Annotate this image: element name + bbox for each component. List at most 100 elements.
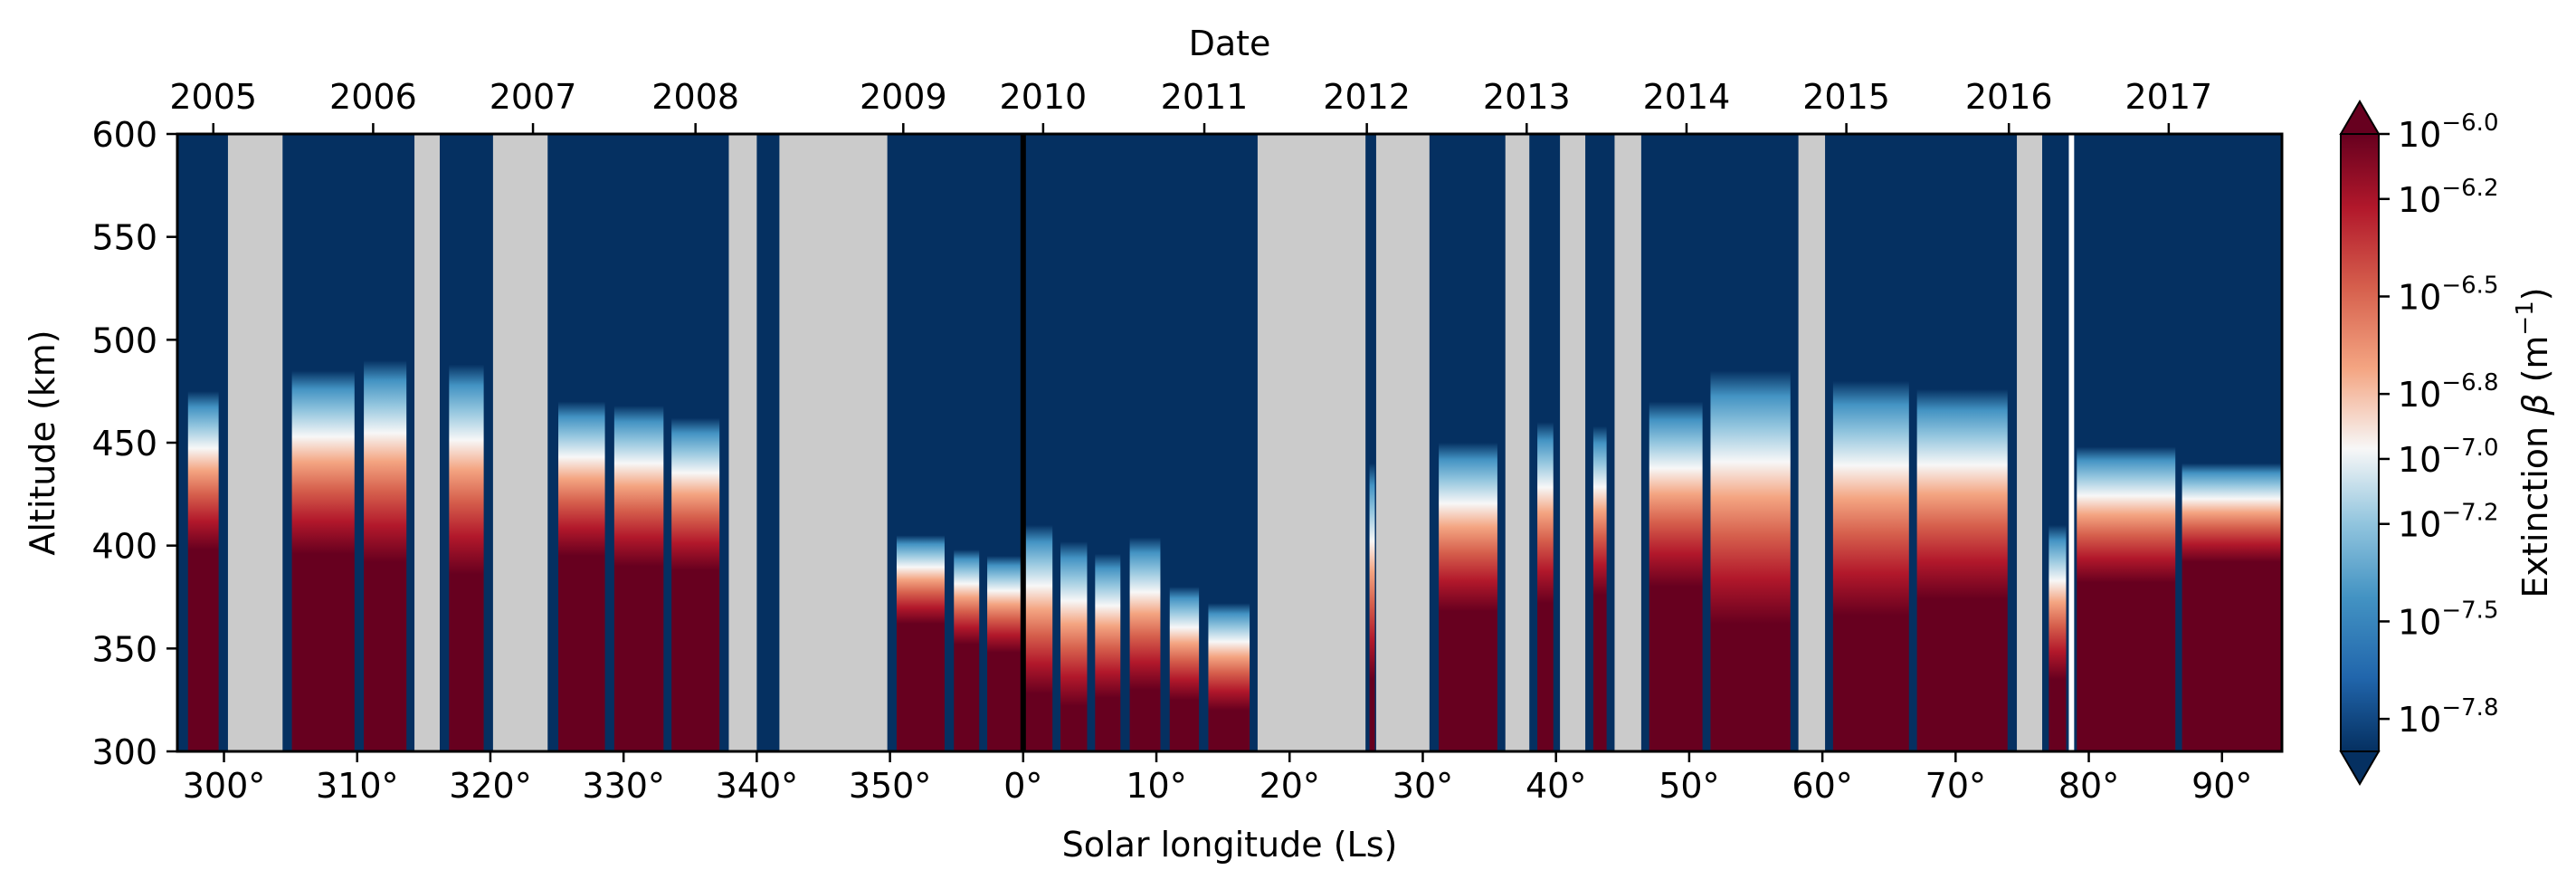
date-tick-label: 2017	[2125, 77, 2213, 117]
date-tick-label: 2013	[1483, 77, 1571, 117]
colorbar-tick-base: 10	[2398, 180, 2441, 220]
colorbar-tick-label: 10−7.0	[2398, 435, 2499, 480]
colorbar-gradient	[2340, 133, 2380, 752]
colorbar-ticks: 10−6.010−6.210−6.510−6.810−7.010−7.210−7…	[2379, 110, 2499, 740]
x-axis-top-date: 2005 2006 2007 2008 2009 2010 2011 2012 2013 2014…	[169, 77, 2212, 134]
colorbar-tick-base: 10	[2398, 277, 2441, 317]
colorbar-tick-exponent: −7.0	[2441, 435, 2498, 462]
x-tick-label: 60°	[1792, 766, 1852, 806]
colorbar-extend-max	[2339, 100, 2381, 135]
x-tick-label: 340°	[716, 766, 799, 806]
y-tick-label: 450	[91, 424, 157, 464]
x-tick-label: 0°	[1003, 766, 1042, 806]
profile-column	[1439, 134, 1497, 751]
y-tick-label: 550	[91, 218, 157, 258]
x-tick-label: 80°	[2058, 766, 2119, 806]
date-tick-label: 2006	[329, 77, 417, 117]
colorbar-tick-exponent: −6.5	[2441, 272, 2498, 299]
date-tick-label: 2009	[860, 77, 947, 117]
y-tick-label: 500	[91, 320, 157, 360]
date-tick-label: 2015	[1802, 77, 1890, 117]
no-data-band	[1257, 134, 1366, 751]
x-top-axis-title: Date	[1189, 24, 1271, 63]
x-tick-label: 90°	[2191, 766, 2252, 806]
colorbar-tick-base: 10	[2398, 115, 2441, 155]
profile-column	[1710, 134, 1791, 751]
colorbar-tick-label: 10−6.0	[2398, 110, 2499, 155]
profile-column	[954, 134, 980, 751]
data-gap-band	[2068, 134, 2075, 751]
no-data-band	[492, 134, 548, 751]
profile-column	[613, 134, 664, 751]
date-tick-label: 2014	[1643, 77, 1731, 117]
date-tick-label: 2007	[490, 77, 577, 117]
colorbar-tick-base: 10	[2398, 602, 2441, 642]
profile-column	[291, 134, 355, 751]
x-tick-label: 20°	[1259, 766, 1320, 806]
date-tick-label: 2005	[169, 77, 257, 117]
x-tick-label: 300°	[183, 766, 266, 806]
no-data-band	[414, 134, 441, 751]
profile-column	[1369, 134, 1375, 751]
y-tick-label: 300	[91, 732, 157, 772]
colorbar-tick-label: 10−7.2	[2398, 500, 2499, 545]
colorbar-title-unit: (m	[2515, 336, 2555, 394]
colorbar-title-prefix: Extinction	[2515, 416, 2555, 598]
no-data-band	[2017, 134, 2043, 751]
y-axis-title: Altitude (km)	[23, 330, 62, 555]
colorbar-title-symbol: β	[2515, 394, 2555, 416]
colorbar-extend-min	[2339, 750, 2381, 786]
no-data-band	[728, 134, 757, 751]
colorbar-tick-exponent: −6.2	[2441, 175, 2498, 202]
profile-column	[187, 134, 219, 751]
date-tick-label: 2010	[1000, 77, 1088, 117]
profile-column	[1592, 134, 1607, 751]
profile-column	[1916, 134, 2008, 751]
profile-column	[896, 134, 945, 751]
y-axis-altitude: 300 350 400 450 500 550 600	[91, 115, 177, 772]
colorbar-tick-exponent: −7.8	[2441, 694, 2498, 722]
y-tick-label: 600	[91, 115, 157, 155]
y-tick-label: 350	[91, 629, 157, 669]
no-data-band	[1798, 134, 1826, 751]
x-tick-label: 320°	[449, 766, 532, 806]
colorbar-tick-label: 10−6.5	[2398, 272, 2499, 317]
colorbar-tick-base: 10	[2398, 505, 2441, 545]
colorbar-tick-label: 10−6.8	[2398, 369, 2499, 415]
no-data-band	[1614, 134, 1641, 751]
profile-column	[1129, 134, 1161, 751]
profile-column	[1537, 134, 1554, 751]
profile-column	[558, 134, 605, 751]
x-tick-label: 70°	[1925, 766, 1986, 806]
colorbar-tick-exponent: −6.8	[2441, 369, 2498, 397]
profile-column	[364, 134, 407, 751]
no-data-band	[1375, 134, 1430, 751]
profile-column	[1169, 134, 1200, 751]
profile-column	[1095, 134, 1121, 751]
colorbar-tick-base: 10	[2398, 375, 2441, 415]
colorbar-tick-base: 10	[2398, 700, 2441, 740]
profile-column	[2182, 134, 2281, 751]
profile-column	[987, 134, 1022, 751]
profile-column	[449, 134, 484, 751]
profile-column	[1832, 134, 1909, 751]
x-tick-label: 10°	[1126, 766, 1186, 806]
colorbar-title-unit-exp: −1	[2512, 301, 2539, 335]
colorbar-tick-exponent: −6.0	[2441, 110, 2498, 137]
date-tick-label: 2012	[1323, 77, 1411, 117]
colorbar-title-close: )	[2515, 287, 2555, 301]
colorbar-tick-label: 10−6.2	[2398, 175, 2499, 220]
x-tick-label: 40°	[1526, 766, 1586, 806]
date-tick-label: 2016	[1965, 77, 2053, 117]
plot-area	[176, 132, 2284, 753]
colorbar-tick-base: 10	[2398, 440, 2441, 480]
profile-column	[2048, 134, 2067, 751]
x-tick-label: 50°	[1659, 766, 1719, 806]
x-tick-label: 350°	[849, 766, 932, 806]
date-tick-label: 2011	[1161, 77, 1249, 117]
no-data-band	[779, 134, 888, 751]
profile-column	[1208, 134, 1250, 751]
colorbar: 10−6.010−6.210−6.510−6.810−7.010−7.210−7…	[2339, 100, 2555, 786]
x-tick-label: 330°	[582, 766, 665, 806]
